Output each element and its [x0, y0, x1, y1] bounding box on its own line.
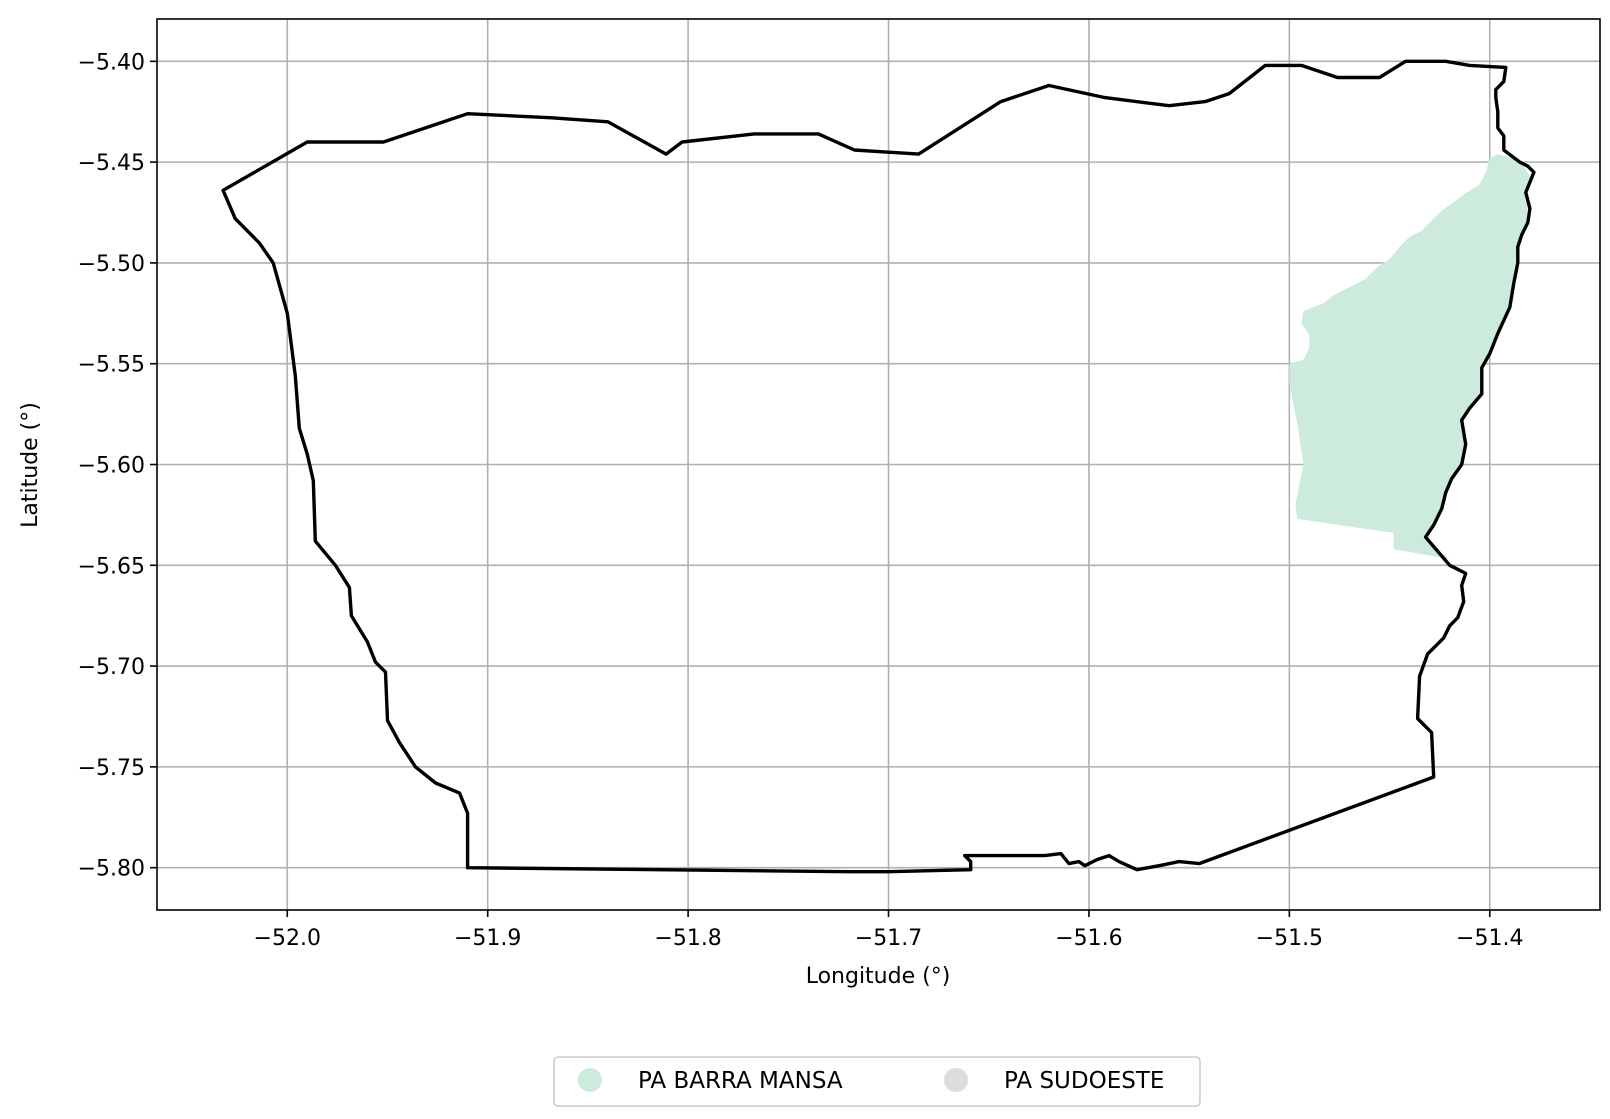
x-tick-label: −52.0: [254, 926, 321, 951]
y-tick-label: −5.40: [78, 50, 145, 75]
x-tick-label: −51.9: [454, 926, 521, 951]
y-axis-label: Latitude (°): [18, 402, 43, 528]
y-tick-label: −5.75: [78, 756, 145, 781]
boundary-layer: [221, 59, 1536, 874]
legend-label-pa-barra-mansa: PA BARRA MANSA: [638, 1068, 843, 1094]
y-tick-label: −5.50: [78, 252, 145, 277]
feature-pa-barra-mansa: [1289, 154, 1530, 560]
y-tick-label: −5.65: [78, 554, 145, 579]
feature-layer: [1289, 154, 1530, 560]
legend-marker-pa-sudoeste: [944, 1068, 968, 1092]
y-tick-label: −5.80: [78, 857, 145, 882]
y-tick-label: −5.70: [78, 655, 145, 680]
y-axis-ticks: −5.40 −5.45 −5.50 −5.55 −5.60 −5.65 −5.70 −5.75…: [78, 50, 157, 882]
municipality-boundary: [221, 59, 1536, 874]
y-tick-label: −5.55: [78, 353, 145, 378]
grid-layer: [157, 19, 1600, 910]
legend-label-pa-sudoeste: PA SUDOESTE: [1004, 1068, 1164, 1094]
x-axis-label: Longitude (°): [806, 964, 951, 989]
x-tick-label: −51.8: [654, 926, 721, 951]
x-axis-ticks: −52.0 −51.9 −51.8 −51.7 −51.6 −51.5 −51.4: [254, 910, 1523, 951]
legend-frame: [553, 1056, 1201, 1107]
x-tick-label: −51.6: [1055, 926, 1122, 951]
y-tick-label: −5.60: [78, 454, 145, 479]
legend-marker-pa-barra-mansa: [578, 1068, 602, 1092]
legend: PA BARRA MANSA PA SUDOESTE: [553, 1056, 1201, 1107]
x-tick-label: −51.4: [1456, 926, 1523, 951]
y-tick-label: −5.45: [78, 151, 145, 176]
x-tick-label: −51.5: [1256, 926, 1323, 951]
x-tick-label: −51.7: [855, 926, 922, 951]
